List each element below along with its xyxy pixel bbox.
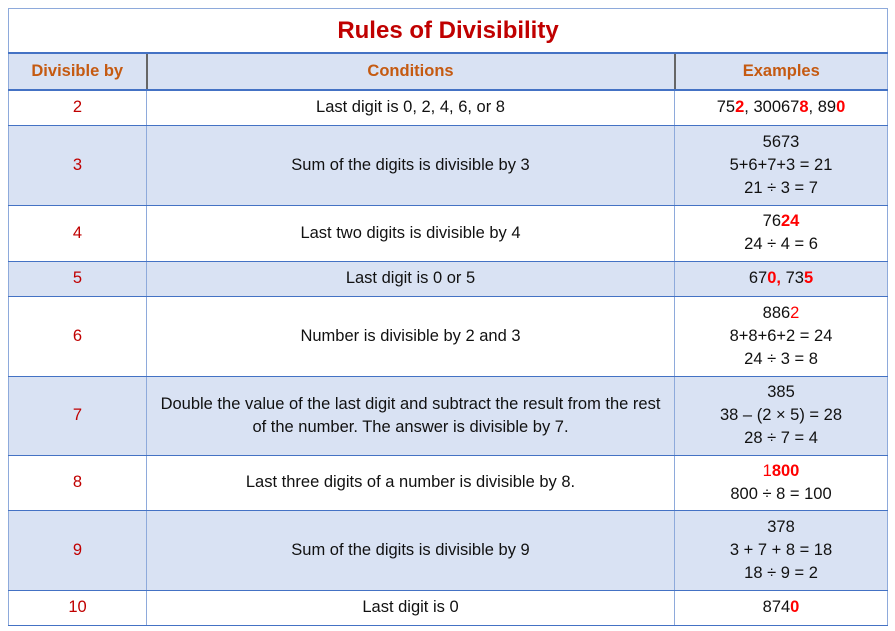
example-text: 28 ÷ 7 = 4 — [744, 429, 818, 447]
divisor-cell: 3 — [8, 124, 147, 206]
example-line: 378 — [675, 516, 887, 539]
highlighted-digits: 0, — [767, 269, 781, 287]
condition-cell: Last digit is 0 — [146, 589, 675, 626]
table-row: 6 Number is divisible by 2 and 3 8862 8+8+6… — [8, 295, 889, 377]
highlighted-digits: 0 — [836, 98, 846, 117]
example-line: 21 ÷ 3 = 7 — [675, 177, 887, 200]
example-text: 21 ÷ 3 = 7 — [744, 178, 818, 197]
example-line: 3 + 7 + 8 = 18 — [675, 539, 887, 562]
highlighted-digits: 8 — [799, 98, 809, 117]
table-row: 9 Sum of the digits is divisible by 9 378 3… — [8, 509, 889, 591]
example-cell: 1800 800 ÷ 8 = 100 — [673, 454, 889, 511]
header-row: Divisible by Conditions Examples — [8, 52, 889, 91]
condition-cell: Last two digits is divisible by 4 — [146, 204, 675, 262]
divisor-cell: 2 — [8, 89, 147, 126]
example-line: 800 ÷ 8 = 100 — [675, 483, 887, 506]
example-line: 24 ÷ 3 = 8 — [675, 348, 887, 371]
divisibility-rules-table: Rules of Divisibility Divisible by Condi… — [7, 8, 889, 626]
table-row: 7 Double the value of the last digit and … — [8, 375, 889, 456]
example-text: 18 ÷ 9 = 2 — [744, 563, 818, 582]
example-text: 800 ÷ 8 = 100 — [730, 484, 832, 503]
example-text: 67 — [748, 269, 768, 287]
example-cell: 7624 24 ÷ 4 = 6 — [673, 204, 889, 262]
header-divisible-by: Divisible by — [8, 52, 147, 91]
example-text: 8+8+6+2 = 24 — [729, 326, 833, 345]
example-text: 73 — [781, 269, 804, 287]
example-line: 752, 300678, 890 — [675, 96, 887, 119]
highlighted-digits: 0 — [790, 598, 800, 616]
example-line: 28 ÷ 7 = 4 — [675, 427, 887, 450]
condition-cell: Sum of the digits is divisible by 9 — [146, 509, 675, 591]
example-text: 24 ÷ 3 = 8 — [744, 349, 818, 368]
divisor-cell: 7 — [8, 375, 147, 456]
example-text: , 30067 — [744, 98, 800, 117]
example-text: 38 – (2 × 5) = 28 — [720, 406, 843, 424]
highlighted-digits: 2 — [790, 303, 800, 322]
example-text: 75 — [716, 98, 736, 117]
example-text: 5673 — [762, 132, 800, 151]
example-line: 7624 — [675, 210, 887, 233]
example-text: 76 — [762, 212, 781, 230]
example-cell: 5673 5+6+7+3 = 21 21 ÷ 3 = 7 — [673, 124, 889, 206]
highlighted-digits: 1 — [762, 461, 772, 480]
example-line: 8862 — [675, 302, 887, 325]
table-row: 4 Last two digits is divisible by 4 7624 24… — [8, 204, 889, 262]
example-text: 378 — [767, 517, 795, 536]
highlighted-digits: 5 — [803, 269, 814, 287]
table-row: 5 Last digit is 0 or 5 670, 735 — [8, 260, 889, 297]
example-text: 886 — [762, 303, 791, 322]
example-line: 1800 — [675, 460, 887, 483]
divisor-cell: 6 — [8, 295, 147, 377]
example-line: 5+6+7+3 = 21 — [675, 154, 887, 177]
example-cell: 8740 — [673, 589, 889, 626]
divisor-cell: 10 — [8, 589, 147, 626]
table-row: 3 Sum of the digits is divisible by 3 5673… — [8, 124, 889, 206]
divisor-cell: 5 — [8, 260, 147, 297]
example-cell: 8862 8+8+6+2 = 24 24 ÷ 3 = 8 — [673, 295, 889, 377]
header-conditions: Conditions — [145, 52, 675, 91]
condition-cell: Last digit is 0, 2, 4, 6, or 8 — [146, 89, 675, 126]
example-line: 38 – (2 × 5) = 28 — [675, 404, 887, 427]
example-line: 670, 735 — [675, 267, 887, 290]
highlighted-digits: 24 — [781, 212, 800, 230]
example-text: 5+6+7+3 = 21 — [729, 155, 833, 174]
example-text: , 89 — [808, 98, 837, 117]
highlighted-digits: 800 — [771, 461, 800, 480]
example-line: 8+8+6+2 = 24 — [675, 325, 887, 348]
condition-cell: Sum of the digits is divisible by 3 — [146, 124, 675, 206]
table-title: Rules of Divisibility — [7, 8, 889, 54]
example-cell: 385 38 – (2 × 5) = 28 28 ÷ 7 = 4 — [673, 375, 889, 456]
table-row: 2 Last digit is 0, 2, 4, 6, or 8 752, 3006… — [8, 89, 889, 126]
example-text: 385 — [767, 383, 795, 401]
example-cell: 378 3 + 7 + 8 = 18 18 ÷ 9 = 2 — [673, 509, 889, 591]
table-row: 8 Last three digits of a number is divisi… — [8, 454, 889, 511]
example-line: 5673 — [675, 131, 887, 154]
condition-cell: Number is divisible by 2 and 3 — [146, 295, 675, 377]
condition-cell: Double the value of the last digit and s… — [146, 375, 675, 456]
example-cell: 752, 300678, 890 — [673, 89, 889, 126]
example-text: 874 — [762, 598, 791, 616]
table-row: 10 Last digit is 0 8740 — [8, 589, 889, 626]
example-line: 24 ÷ 4 = 6 — [675, 233, 887, 256]
example-cell: 670, 735 — [673, 260, 889, 297]
divisor-cell: 9 — [8, 509, 147, 591]
divisor-cell: 4 — [8, 204, 147, 262]
example-line: 385 — [675, 381, 887, 404]
header-examples: Examples — [673, 52, 889, 91]
divisor-cell: 8 — [8, 454, 147, 511]
example-text: 24 ÷ 4 = 6 — [744, 235, 818, 253]
example-line: 18 ÷ 9 = 2 — [675, 562, 887, 585]
divisibility-table-container: Rules of Divisibility Divisible by Condi… — [7, 8, 889, 626]
condition-cell: Last three digits of a number is divisib… — [146, 454, 675, 511]
highlighted-digits: 2 — [735, 98, 745, 117]
example-text: 3 + 7 + 8 = 18 — [729, 540, 833, 559]
condition-cell: Last digit is 0 or 5 — [146, 260, 675, 297]
example-line: 8740 — [675, 596, 887, 619]
